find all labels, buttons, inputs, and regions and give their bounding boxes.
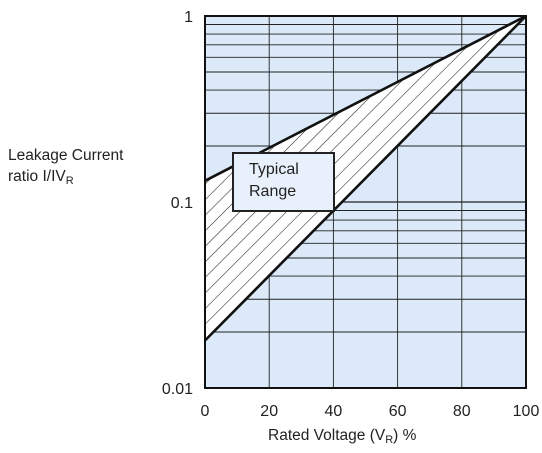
y-axis-label: Leakage Current ratio I/IVR	[8, 145, 123, 192]
x-tick-label: 80	[453, 403, 471, 420]
y-axis-label-subscript: R	[65, 175, 74, 187]
x-tick-label: 60	[389, 403, 407, 420]
x-axis-label-post: ) %	[393, 427, 417, 444]
y-axis-label-line2: ratio I/IVR	[8, 166, 123, 192]
callout-line1: Typical	[249, 161, 299, 178]
x-axis-label: Rated Voltage (VR) %	[268, 427, 416, 446]
callout-line2: Range	[249, 183, 297, 200]
y-tick-label: 1	[184, 9, 193, 26]
y-tick-label: 0.1	[171, 195, 193, 212]
x-axis-label-subscript: R	[385, 434, 394, 446]
x-tick-label: 100	[513, 403, 540, 420]
x-tick-label: 0	[201, 403, 210, 420]
y-axis-label-ratio: ratio I/IV	[8, 168, 66, 185]
x-tick-label: 40	[325, 403, 343, 420]
x-tick-label: 20	[260, 403, 278, 420]
lower-bound-line	[204, 15, 527, 342]
typical-range-callout: Typical Range	[232, 152, 335, 212]
y-axis-label-line1: Leakage Current	[8, 147, 124, 164]
plot-border	[204, 15, 527, 389]
x-axis-label-pre: Rated Voltage (V	[268, 427, 386, 444]
y-tick-label: 0.01	[162, 381, 193, 398]
